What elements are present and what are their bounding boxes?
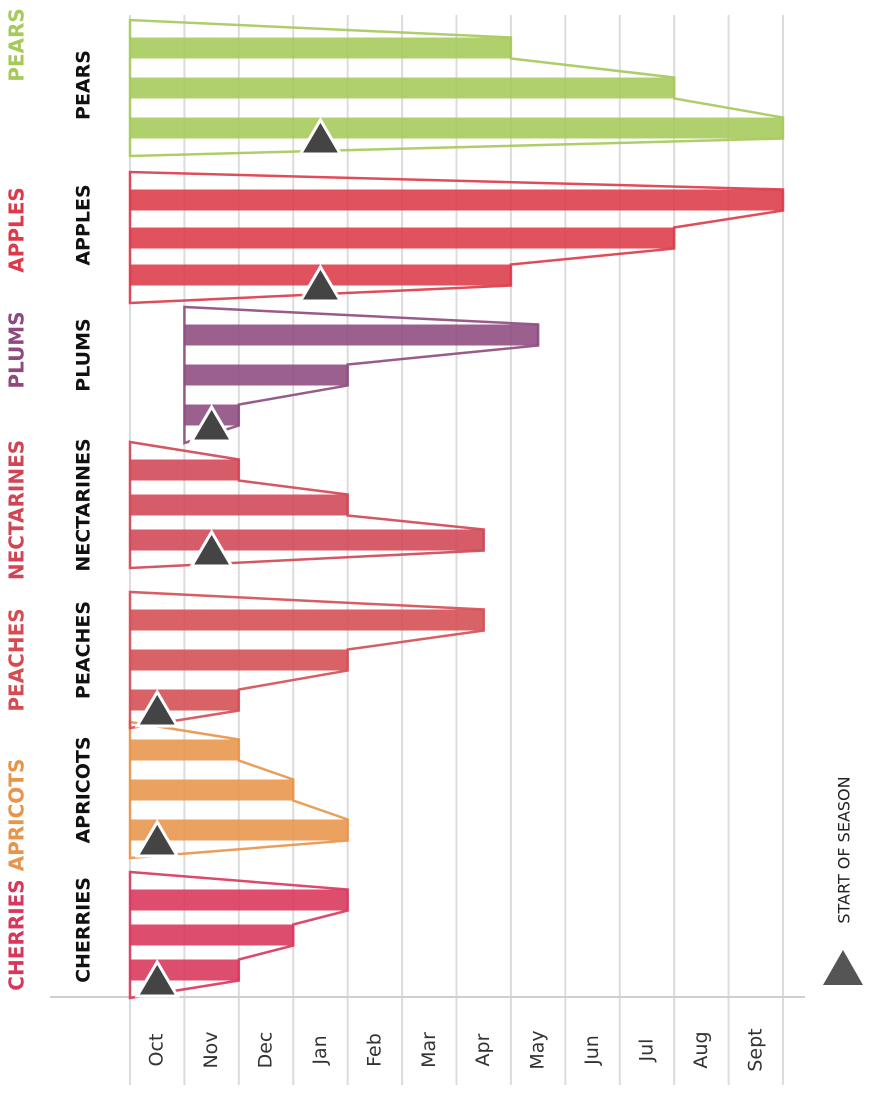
group-label: PEACHES xyxy=(73,601,95,699)
x-tick-label: Jan xyxy=(309,1035,331,1065)
x-tick-label: May xyxy=(527,1030,549,1069)
season-start-marker xyxy=(189,529,235,568)
group-label: CHERRIES xyxy=(73,877,95,983)
bar xyxy=(130,77,675,99)
series-label: APRICOTS xyxy=(5,759,29,872)
season-start-marker xyxy=(297,264,344,303)
bar xyxy=(130,779,294,801)
series-label: APPLES xyxy=(5,187,29,273)
season-start-marker xyxy=(297,117,344,156)
bar xyxy=(130,609,484,631)
x-tick-label: Jul xyxy=(635,1039,657,1063)
group-label: APPLES xyxy=(73,184,95,265)
bar xyxy=(130,189,783,211)
bar xyxy=(130,529,484,551)
bar xyxy=(130,739,239,761)
season-start-marker xyxy=(134,819,180,858)
x-tick-label: Feb xyxy=(363,1033,385,1067)
x-tick-label: Dec xyxy=(255,1032,277,1069)
season-start-marker xyxy=(134,959,180,998)
group-label: PEARS xyxy=(73,50,95,120)
x-tick-label: Aug xyxy=(690,1031,712,1068)
bar xyxy=(130,819,348,841)
bar xyxy=(130,37,511,59)
bar xyxy=(130,959,239,981)
series-label: PEACHES xyxy=(5,608,29,711)
x-tick-label: Apr xyxy=(472,1033,494,1066)
series-label: CHERRIES xyxy=(5,879,29,990)
bar xyxy=(130,924,294,946)
group-label: PLUMS xyxy=(73,318,95,391)
x-tick-label: Nov xyxy=(200,1031,222,1068)
bar xyxy=(130,689,239,711)
bar xyxy=(184,324,539,346)
season-start-marker xyxy=(134,689,180,728)
bar xyxy=(130,459,239,481)
bar xyxy=(130,649,348,671)
bar xyxy=(130,117,783,139)
group-label: APRICOTS xyxy=(73,736,95,843)
x-tick-label: Sept xyxy=(744,1028,766,1071)
x-tick-label: Jun xyxy=(581,1035,603,1066)
x-tick-label: Oct xyxy=(146,1034,168,1067)
bar xyxy=(130,889,348,911)
series-label: PLUMS xyxy=(5,311,29,388)
series-label: PEARS xyxy=(5,8,29,82)
group-label: NECTARINES xyxy=(73,438,95,571)
legend-label: START OF SEASON xyxy=(835,776,854,923)
bar xyxy=(130,494,348,516)
series-label: NECTARINES xyxy=(5,440,29,580)
season-start-marker xyxy=(189,404,235,443)
bar xyxy=(184,364,348,386)
bar xyxy=(130,227,675,249)
x-tick-label: Mar xyxy=(418,1032,440,1068)
legend-marker xyxy=(823,950,863,985)
